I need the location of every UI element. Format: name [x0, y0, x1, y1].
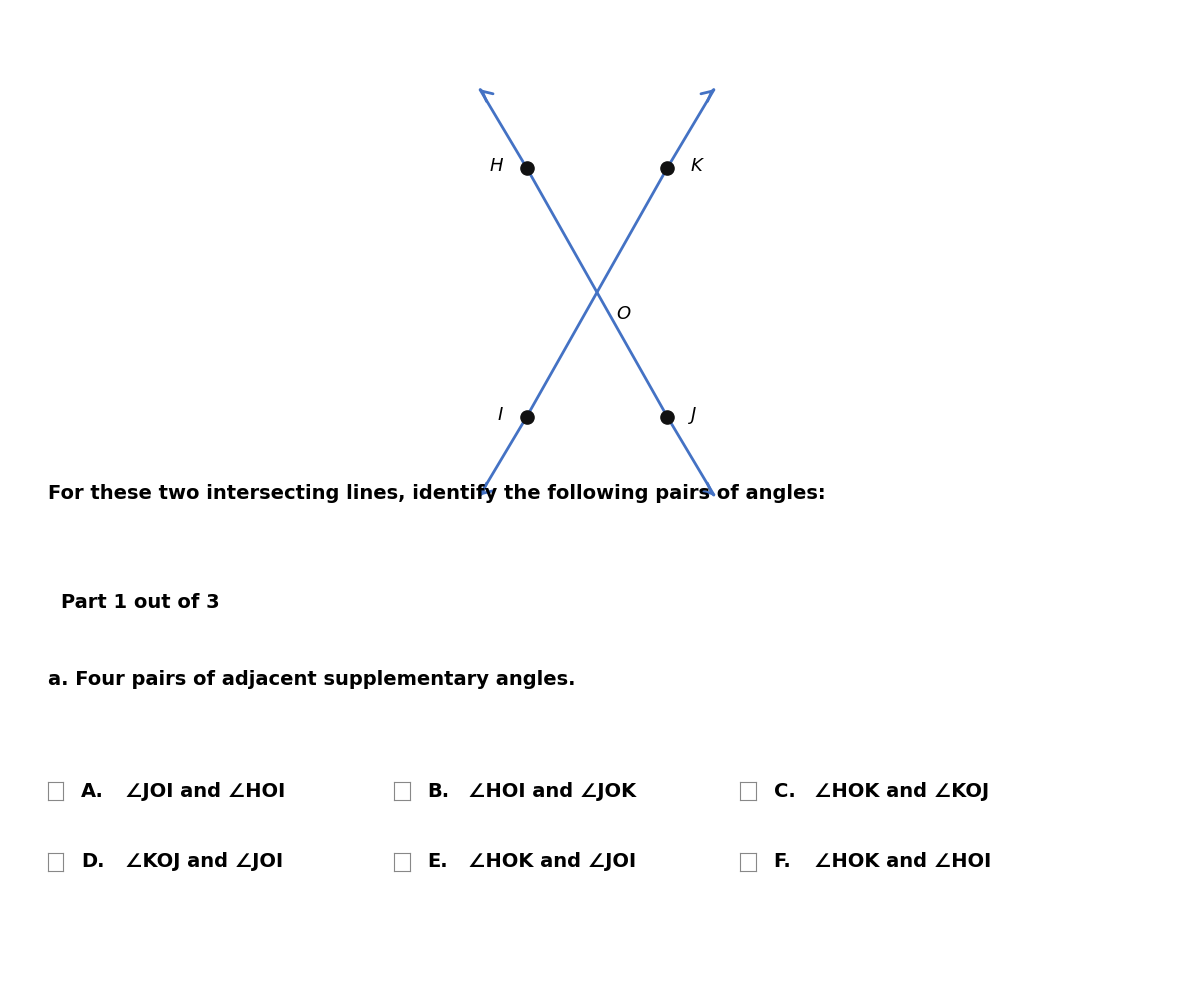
Text: ∠JOI and ∠HOI: ∠JOI and ∠HOI: [125, 782, 285, 800]
Text: ∠KOJ and ∠JOI: ∠KOJ and ∠JOI: [125, 853, 283, 871]
Text: ∠HOK and ∠JOI: ∠HOK and ∠JOI: [468, 853, 636, 871]
Text: ∠HOI and ∠JOK: ∠HOI and ∠JOK: [468, 782, 636, 800]
Text: H: H: [490, 157, 503, 175]
Text: A.: A.: [81, 782, 104, 800]
Text: K: K: [691, 157, 702, 175]
Text: B.: B.: [427, 782, 450, 800]
Text: ∠HOK and ∠HOI: ∠HOK and ∠HOI: [814, 853, 991, 871]
Text: C.: C.: [774, 782, 795, 800]
Text: I: I: [498, 406, 503, 424]
Text: For these two intersecting lines, identify the following pairs of angles:: For these two intersecting lines, identi…: [48, 484, 825, 503]
Text: a. Four pairs of adjacent supplementary angles.: a. Four pairs of adjacent supplementary …: [48, 670, 576, 689]
Point: [517, 408, 536, 424]
Point: [658, 408, 677, 424]
Text: J: J: [691, 406, 696, 424]
Text: F.: F.: [774, 853, 792, 871]
Point: [517, 160, 536, 176]
Text: E.: E.: [427, 853, 448, 871]
Text: Part 1 out of 3: Part 1 out of 3: [61, 593, 220, 612]
Text: O: O: [616, 305, 630, 324]
Text: ∠HOK and ∠KOJ: ∠HOK and ∠KOJ: [814, 782, 990, 800]
Text: D.: D.: [81, 853, 105, 871]
Point: [658, 160, 677, 176]
